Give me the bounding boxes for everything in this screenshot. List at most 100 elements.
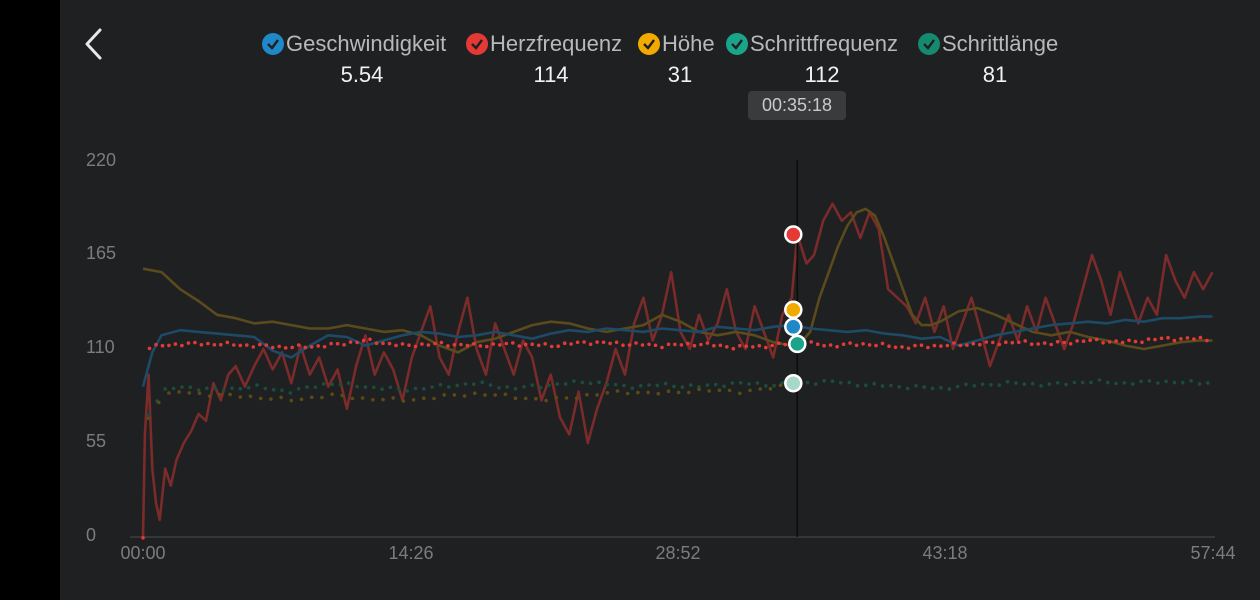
legend-toggle-schrittfrequenz[interactable]: Schrittfrequenz (726, 30, 898, 58)
series-dot-cadence_dots (997, 383, 1002, 387)
series-dot-hr_dots (355, 340, 359, 345)
series-dot-cadence_dots (1130, 382, 1135, 386)
series-dot-hr_dots (666, 342, 671, 347)
series-dot-cadence_dots (855, 383, 860, 388)
series-dot-stride_dots (564, 396, 569, 400)
series-dot-hr_dots (1094, 337, 1099, 342)
series-dot-hr_dots (212, 343, 217, 347)
series-dot-hr_dots (770, 343, 774, 348)
series-dot-hr_dots (997, 342, 1002, 347)
legend-toggle-hoehe[interactable]: Höhe (638, 30, 715, 58)
series-dot-hr_dots (1140, 340, 1144, 345)
chart-legend: Geschwindigkeit Herzfrequenz Höhe Schrit… (0, 30, 1260, 60)
series-dot-cadence_dots (814, 382, 818, 386)
series-dot-cadence_dots (555, 382, 559, 386)
y-tick-label: 0 (86, 525, 97, 545)
x-tick-label: 57:44 (1190, 543, 1236, 563)
series-dot-hr_dots (504, 341, 509, 346)
series-dot-stride_dots (738, 391, 742, 396)
legend-label: Schrittfrequenz (750, 31, 898, 56)
series-dot-stride_dots (432, 396, 436, 401)
series-dot-stride_dots (197, 391, 202, 396)
series-dot-cadence_dots (213, 386, 218, 391)
cursor-marker-speed (784, 317, 803, 337)
series-dot-cadence_dots (972, 384, 977, 388)
value-hoehe: 31 (667, 62, 693, 87)
series-dot-hr_dots (173, 342, 178, 346)
series-dot-hr_dots (978, 342, 982, 347)
series-dot-hr_dots (491, 342, 496, 346)
series-dot-cadence_dots (1055, 381, 1060, 385)
series-dot-hr_dots (348, 340, 353, 344)
series-dot-cadence_dots (1030, 381, 1035, 386)
series-dot-hr_dots (180, 343, 184, 348)
series-dot-cadence_dots (830, 379, 835, 384)
series-dot-hr_dots (1036, 342, 1040, 346)
back-button[interactable] (72, 24, 116, 64)
series-dot-hr_dots (225, 340, 230, 345)
y-tick-label: 165 (86, 243, 117, 263)
series-dot-hr_dots (913, 343, 917, 348)
series-dot-cadence_dots (438, 382, 443, 387)
series-dot-hr_dots (984, 340, 989, 344)
series-dot-hr_dots (725, 345, 729, 349)
chevron-left-icon (85, 28, 102, 60)
series-dot-stride_dots (350, 396, 355, 401)
series-dot-cadence_dots (288, 391, 293, 395)
series-dot-hr_dots (316, 344, 321, 348)
series-dot-cadence_dots (1047, 382, 1052, 386)
series-dot-hr_dots (387, 341, 392, 346)
legend-toggle-geschwindigkeit[interactable]: Geschwindigkeit (262, 30, 446, 58)
series-dot-cadence_dots (447, 385, 451, 389)
series-dot-hr_dots (530, 342, 534, 347)
series-dot-hr_dots (1153, 337, 1157, 342)
series-dot-stride_dots (207, 394, 212, 398)
series-dot-cadence_dots (372, 385, 376, 390)
series-dot-cadence_dots (321, 382, 326, 386)
legend-toggle-herzfrequenz[interactable]: Herzfrequenz (466, 30, 622, 58)
series-dot-hr_dots (776, 341, 781, 346)
legend-toggle-schrittlaenge[interactable]: Schrittlänge (918, 30, 1058, 58)
series-dot-stride_dots (228, 392, 232, 397)
series-dot-hr_dots (459, 342, 463, 347)
series-dot-hr_dots (407, 343, 411, 348)
series-dot-hr_dots (712, 343, 716, 348)
series-dot-stride_dots (371, 398, 375, 402)
series-dot-hr_dots (900, 345, 904, 349)
series-dot-stride_dots (411, 398, 416, 402)
series-dot-cadence_dots (246, 386, 251, 390)
series-dot-cadence_dots (1147, 379, 1152, 383)
series-dot-stride_dots (309, 395, 314, 400)
series-dot-hr_dots (634, 341, 638, 345)
series-dot-cadence_dots (1080, 380, 1085, 385)
series-dot-stride_dots (218, 392, 222, 397)
series-dot-cadence_dots (255, 383, 259, 387)
series-dot-cadence_dots (580, 380, 585, 385)
series-dot-hr_dots (238, 343, 243, 348)
x-tick-label: 14:26 (388, 543, 434, 563)
series-dot-cadence_dots (889, 383, 893, 388)
series-dot-hr_dots (848, 341, 852, 345)
series-dot-stride_dots (258, 396, 263, 401)
series-dot-hr_dots (426, 343, 431, 347)
series-dot-cadence_dots (647, 383, 651, 387)
series-dot-stride_dots (320, 395, 324, 400)
series-dot-stride_dots (625, 391, 630, 396)
series-dot-hr_dots (1107, 340, 1112, 344)
series-dot-hr_dots (1146, 337, 1151, 341)
series-dot-cadence_dots (205, 386, 209, 391)
series-dot-stride_dots (768, 387, 773, 391)
series-dot-cadence_dots (930, 386, 935, 391)
series-dot-cadence_dots (964, 382, 968, 387)
series-dot-hr_dots (614, 340, 619, 345)
series-dot-stride_dots (289, 398, 294, 403)
series-dot-cadence_dots (914, 384, 918, 388)
series-dot-hr_dots (167, 343, 171, 348)
series-dot-cadence_dots (1039, 384, 1043, 388)
series-dot-cadence_dots (188, 385, 193, 390)
series-dot-stride_dots (503, 392, 508, 397)
series-dot-cadence_dots (397, 387, 401, 391)
series-dot-hr_dots (952, 341, 956, 345)
x-tick-label: 43:18 (922, 543, 968, 563)
